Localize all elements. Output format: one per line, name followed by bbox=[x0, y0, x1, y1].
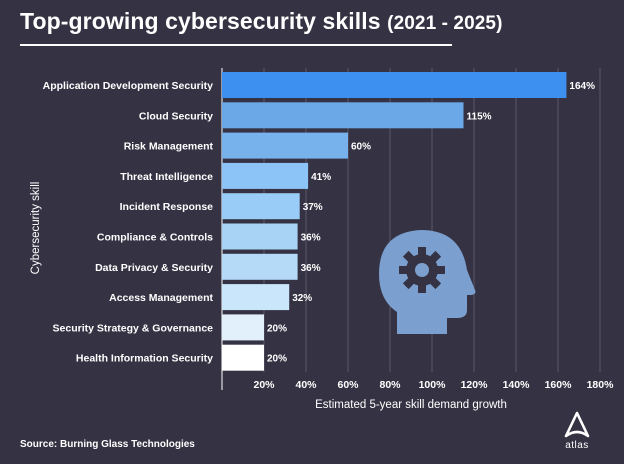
source-text: Burning Glass Technologies bbox=[60, 439, 195, 450]
category-label: Incident Response bbox=[120, 201, 214, 213]
data-label: 164% bbox=[569, 81, 595, 92]
bar bbox=[222, 223, 298, 250]
data-label: 36% bbox=[301, 233, 321, 244]
title-underline bbox=[20, 44, 452, 46]
data-label: 32% bbox=[292, 293, 312, 304]
category-label: Compliance & Controls bbox=[97, 232, 213, 244]
category-label: Application Development Security bbox=[43, 80, 214, 92]
x-tick-label: 40% bbox=[295, 379, 317, 391]
x-tick-label: 60% bbox=[337, 379, 359, 391]
chart-title: Top-growing cybersecurity skills (2021 -… bbox=[20, 8, 503, 35]
source-label: Source: bbox=[20, 439, 58, 450]
category-label: Health Information Security bbox=[76, 353, 213, 365]
title-main: Top-growing cybersecurity skills bbox=[20, 8, 381, 34]
x-tick-label: 80% bbox=[379, 379, 401, 391]
category-label: Threat Intelligence bbox=[120, 171, 213, 183]
data-label: 115% bbox=[467, 111, 492, 122]
data-label: 37% bbox=[303, 202, 323, 213]
x-tick-label: 20% bbox=[253, 379, 275, 391]
bar bbox=[222, 284, 290, 311]
data-label: 20% bbox=[267, 323, 287, 334]
category-label: Risk Management bbox=[124, 141, 214, 153]
bar bbox=[222, 132, 348, 159]
atlas-logo: atlas bbox=[560, 410, 594, 454]
bar bbox=[222, 162, 309, 189]
bar bbox=[222, 72, 567, 98]
data-label: 60% bbox=[351, 142, 371, 153]
head-gear-icon bbox=[379, 230, 476, 334]
logo-text: atlas bbox=[565, 440, 589, 451]
title-years: (2021 - 2025) bbox=[387, 13, 503, 34]
category-label: Security Strategy & Governance bbox=[53, 322, 214, 334]
data-label: 20% bbox=[267, 354, 287, 365]
bar bbox=[222, 193, 300, 220]
bar bbox=[222, 102, 464, 129]
category-label: Access Management bbox=[109, 292, 213, 304]
atlas-logo-icon bbox=[564, 411, 590, 438]
category-label: Data Privacy & Security bbox=[95, 262, 213, 274]
bar bbox=[222, 314, 264, 341]
x-tick-label: 120% bbox=[461, 379, 489, 391]
x-tick-label: 160% bbox=[545, 379, 573, 391]
x-axis-label: Estimated 5-year skill demand growth bbox=[315, 399, 507, 411]
category-label: Cloud Security bbox=[139, 110, 213, 122]
x-tick-label: 140% bbox=[503, 379, 531, 391]
bar bbox=[222, 344, 264, 371]
source-note: Source: Burning Glass Technologies bbox=[20, 439, 195, 450]
bar bbox=[222, 253, 298, 280]
data-label: 36% bbox=[301, 263, 321, 274]
x-tick-label: 100% bbox=[419, 379, 447, 391]
x-tick-label: 180% bbox=[587, 379, 615, 391]
data-label: 41% bbox=[311, 172, 331, 183]
